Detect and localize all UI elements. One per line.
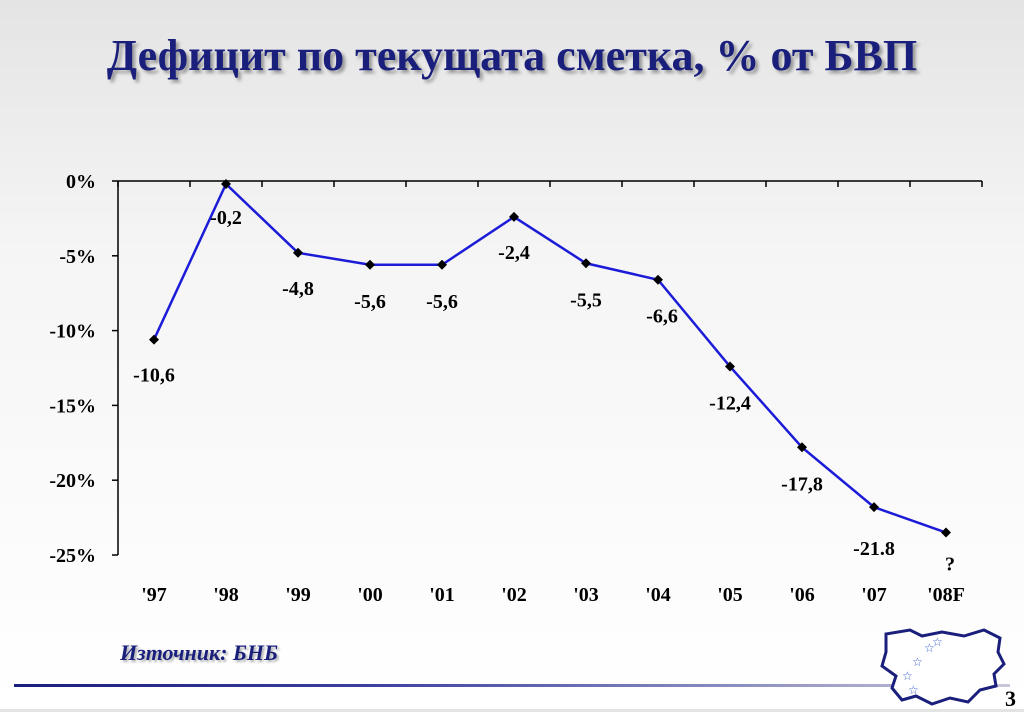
svg-text:☆: ☆ bbox=[902, 669, 913, 683]
x-tick-label: '97 bbox=[141, 584, 167, 606]
x-tick-label: '00 bbox=[357, 584, 383, 606]
data-point bbox=[869, 502, 879, 513]
data-point bbox=[941, 527, 951, 538]
data-label: ? bbox=[945, 554, 955, 576]
footer-divider bbox=[14, 684, 1010, 687]
x-tick-label: '04 bbox=[645, 584, 671, 606]
page-title: Дефицит по текущата сметка, % от БВП bbox=[106, 31, 918, 80]
y-tick-label: 0% bbox=[66, 171, 96, 193]
svg-text:☆: ☆ bbox=[912, 655, 923, 669]
data-label: -17,8 bbox=[781, 473, 823, 495]
svg-text:☆: ☆ bbox=[924, 641, 935, 655]
svg-text:☆: ☆ bbox=[908, 683, 919, 697]
data-point bbox=[149, 334, 159, 345]
x-tick-label: '06 bbox=[789, 584, 815, 606]
x-tick-label: '99 bbox=[285, 584, 311, 606]
x-tick-label: '98 bbox=[213, 584, 239, 606]
data-label: -5,6 bbox=[354, 291, 386, 313]
data-point bbox=[653, 274, 663, 285]
data-point bbox=[365, 259, 375, 270]
data-point bbox=[437, 259, 447, 270]
y-tick-label: -10% bbox=[49, 321, 96, 343]
data-point bbox=[293, 247, 303, 258]
y-tick-label: -5% bbox=[59, 246, 96, 268]
data-label: -4,8 bbox=[282, 278, 314, 300]
series-line bbox=[152, 181, 947, 534]
x-tick-label: '08F bbox=[927, 584, 965, 606]
bulgaria-map-logo: ☆ ☆ ☆ ☆ ☆ bbox=[880, 628, 1006, 706]
source-note: Източник: БНБ bbox=[120, 640, 278, 665]
data-point bbox=[725, 361, 735, 372]
y-tick-label: -15% bbox=[49, 395, 96, 417]
y-tick-label: -20% bbox=[49, 470, 96, 492]
data-label: -12,4 bbox=[709, 393, 751, 415]
data-label: -0,2 bbox=[210, 207, 242, 229]
data-label: -2,4 bbox=[498, 242, 530, 264]
data-point bbox=[509, 211, 519, 222]
x-tick-label: '01 bbox=[429, 584, 455, 606]
data-point bbox=[797, 442, 807, 453]
svg-text:☆: ☆ bbox=[932, 635, 943, 649]
data-point bbox=[221, 178, 231, 189]
page-number: 3 bbox=[1005, 686, 1016, 711]
data-label: -5,5 bbox=[570, 289, 602, 311]
data-label: -6,6 bbox=[646, 306, 678, 328]
x-tick-label: '03 bbox=[573, 584, 599, 606]
data-label: -21.8 bbox=[853, 538, 895, 560]
x-tick-label: '07 bbox=[861, 584, 887, 606]
data-label: -10,6 bbox=[133, 365, 175, 387]
data-label: -5,6 bbox=[426, 291, 458, 313]
y-tick-label: -25% bbox=[49, 545, 96, 567]
x-tick-label: '02 bbox=[501, 584, 527, 606]
data-point bbox=[581, 258, 591, 269]
x-tick-label: '05 bbox=[717, 584, 743, 606]
